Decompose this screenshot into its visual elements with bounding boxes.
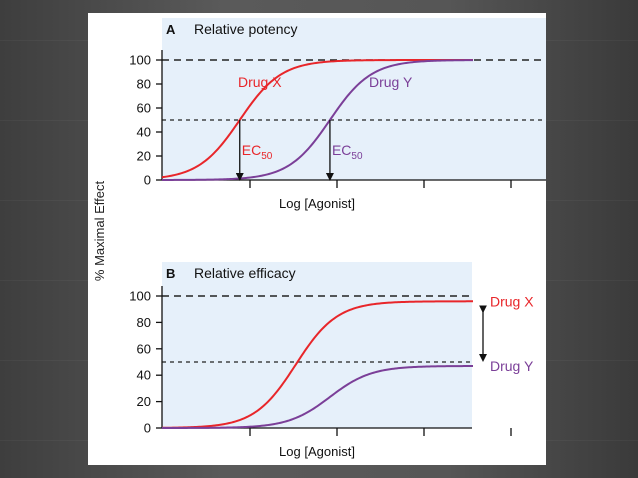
- panel-b-letter: B: [166, 266, 175, 281]
- panel-a-ec50-label: EC50: [242, 142, 273, 162]
- panel-b-plot: 0 20 40 60 80 100 Drug X Drug Y: [129, 286, 534, 436]
- panel-b-y-tick-label: 20: [137, 394, 151, 409]
- panel-b-series-drug-x-line: [161, 300, 474, 429]
- panel-b-y-tick-label: 100: [129, 289, 151, 304]
- panel-b-title: Relative efficacy: [194, 265, 296, 281]
- dose-response-figure: % Maximal Effect A Relative potency Log …: [92, 18, 546, 459]
- panel-a-ec50-label: EC50: [332, 142, 363, 162]
- panel-a-plot-bg: [162, 18, 546, 180]
- panel-a-x-axis-label: Log [Agonist]: [279, 196, 355, 211]
- panel-a-y-tick-label: 40: [137, 125, 151, 140]
- panel-a-title: Relative potency: [194, 21, 298, 37]
- panel-a-series-label: Drug X: [238, 74, 282, 90]
- panel-b-y-tick-label: 0: [144, 421, 151, 436]
- panel-b-series-label: Drug Y: [490, 358, 534, 374]
- panel-a-letter: A: [166, 22, 176, 37]
- panel-b-y-tick-label: 60: [137, 341, 151, 356]
- panel-b-chart: B Relative efficacy Log [Agonist] 0 20 40 6…: [129, 262, 534, 459]
- panel-a-y-tick-label: 0: [144, 173, 151, 188]
- panel-a-y-tick-label: 20: [137, 149, 151, 164]
- panel-a-y-tick-label: 80: [137, 77, 151, 92]
- panel-b-series-drug-y-line: [162, 365, 474, 429]
- panel-a-y-tick-label: 100: [129, 53, 151, 68]
- panel-a-series-drug-y-line: [162, 59, 474, 181]
- panel-b-y-tick-label: 40: [137, 368, 151, 383]
- panel-a-chart: A Relative potency Log [Agonist] 0 20 40 60…: [129, 18, 546, 211]
- panel-b-x-axis-label: Log [Agonist]: [279, 444, 355, 459]
- panel-b-y-tick-label: 80: [137, 315, 151, 330]
- panel-b-plot-bg: [162, 262, 472, 428]
- panel-a-series-label: Drug Y: [369, 74, 413, 90]
- y-axis-label: % Maximal Effect: [92, 181, 107, 282]
- panel-b-series-label: Drug X: [490, 293, 534, 309]
- panel-a-series-drug-x-line: [161, 59, 473, 179]
- panel-a-y-tick-label: 60: [137, 101, 151, 116]
- figure-panel: % Maximal Effect A Relative potency Log …: [88, 13, 546, 465]
- panel-a-plot: 0 20 40 60 80 100 Drug X Drug Y EC50 EC50: [129, 50, 546, 188]
